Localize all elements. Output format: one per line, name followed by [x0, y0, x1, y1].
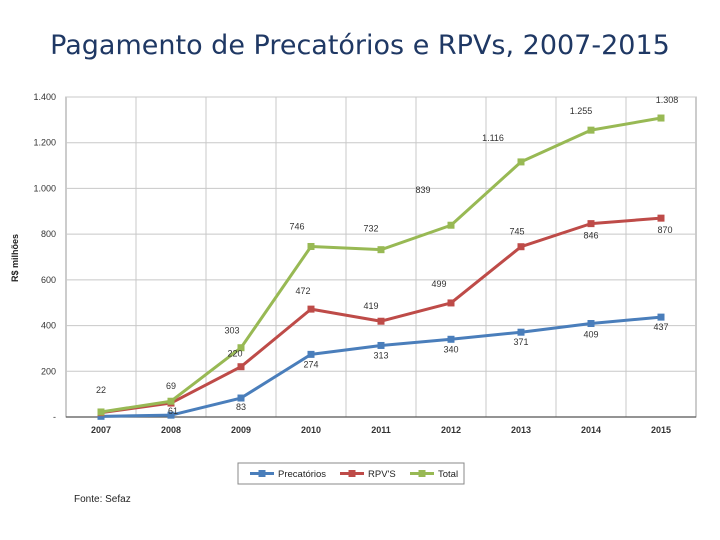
- x-tick-label: 2009: [231, 425, 251, 435]
- data-point: [237, 344, 245, 352]
- data-point: [587, 220, 595, 228]
- data-point: [447, 299, 455, 307]
- data-point: [237, 363, 245, 371]
- data-label: 746: [289, 221, 304, 231]
- y-tick-label: -: [53, 412, 56, 422]
- y-axis-label: R$ milhões: [10, 234, 20, 282]
- data-point: [97, 412, 105, 420]
- data-point: [307, 305, 315, 313]
- data-label: 870: [657, 225, 672, 235]
- y-tick-label: 200: [41, 366, 56, 376]
- data-point: [657, 214, 665, 222]
- data-point: [97, 408, 105, 416]
- data-point: [377, 341, 385, 349]
- chart-grid: [65, 96, 697, 418]
- data-point: [307, 350, 315, 358]
- data-label: 220: [227, 349, 242, 359]
- data-label: 1.308: [656, 95, 679, 105]
- data-label: 846: [583, 231, 598, 241]
- x-tick-label: 2013: [511, 425, 531, 435]
- data-label: 274: [303, 359, 318, 369]
- x-tick-label: 2015: [651, 425, 671, 435]
- legend-label: Precatórios: [278, 469, 326, 480]
- data-point: [517, 243, 525, 251]
- y-tick-label: 800: [41, 229, 56, 239]
- data-label: 340: [443, 344, 458, 354]
- y-tick-label: 1.000: [33, 183, 56, 193]
- legend-swatch-marker: [418, 470, 426, 477]
- x-tick-label: 2014: [581, 425, 601, 435]
- data-label: 1.116: [482, 133, 504, 143]
- x-tick-label: 2007: [91, 425, 111, 435]
- x-axis-ticks: 2007 2008 2009 2010 2011 2012 2013 2014 2015: [91, 425, 671, 435]
- page-title: Pagamento de Precatórios e RPVs, 2007-20…: [50, 30, 670, 61]
- data-label: 303: [224, 326, 239, 336]
- data-label: 22: [96, 385, 106, 395]
- data-point: [167, 397, 175, 405]
- data-label: 472: [295, 286, 310, 296]
- legend-swatch-marker: [258, 470, 266, 477]
- data-label: 839: [415, 185, 430, 195]
- data-label: 419: [363, 301, 378, 311]
- data-point: [167, 411, 175, 419]
- data-point: [307, 242, 315, 250]
- data-point: [657, 114, 665, 122]
- data-label: 732: [363, 224, 378, 234]
- data-label: 499: [431, 279, 446, 289]
- chart-series: [97, 114, 665, 420]
- data-label: 83: [236, 402, 246, 412]
- y-tick-label: 1.200: [33, 138, 56, 148]
- data-point: [657, 313, 665, 321]
- y-tick-label: 600: [41, 275, 56, 285]
- data-labels: 83 274 313 340 371 409 437 61 220 472 419 499 745 846…: [96, 95, 678, 416]
- data-label: 745: [509, 227, 524, 237]
- data-point: [587, 320, 595, 328]
- legend-label: Total: [438, 469, 458, 480]
- data-point: [237, 394, 245, 402]
- data-label: 313: [373, 350, 388, 360]
- data-label: 61: [168, 406, 178, 416]
- y-tick-label: 1.400: [33, 92, 56, 102]
- data-point: [517, 328, 525, 336]
- data-label: 69: [166, 381, 176, 391]
- data-label: 409: [583, 330, 598, 340]
- data-point: [377, 246, 385, 254]
- data-label: 371: [513, 337, 528, 347]
- x-tick-label: 2008: [161, 425, 181, 435]
- data-point: [377, 317, 385, 325]
- legend-swatch-marker: [348, 470, 356, 477]
- data-point: [587, 126, 595, 134]
- data-point: [447, 335, 455, 343]
- x-tick-label: 2011: [371, 425, 391, 435]
- y-axis-ticks: - 200 400 600 800 1.000 1.200 1.400: [33, 92, 56, 422]
- chart-legend: Precatórios RPV'S Total: [237, 462, 465, 485]
- source-note: Fonte: Sefaz: [74, 494, 131, 505]
- x-tick-label: 2010: [301, 425, 321, 435]
- data-point: [447, 221, 455, 229]
- legend-label: RPV'S: [368, 469, 396, 480]
- data-point: [517, 158, 525, 166]
- data-label: 1.255: [570, 106, 593, 116]
- y-tick-label: 400: [41, 321, 56, 331]
- data-label: 437: [653, 322, 668, 332]
- plot-area: [65, 96, 697, 418]
- x-tick-label: 2012: [441, 425, 461, 435]
